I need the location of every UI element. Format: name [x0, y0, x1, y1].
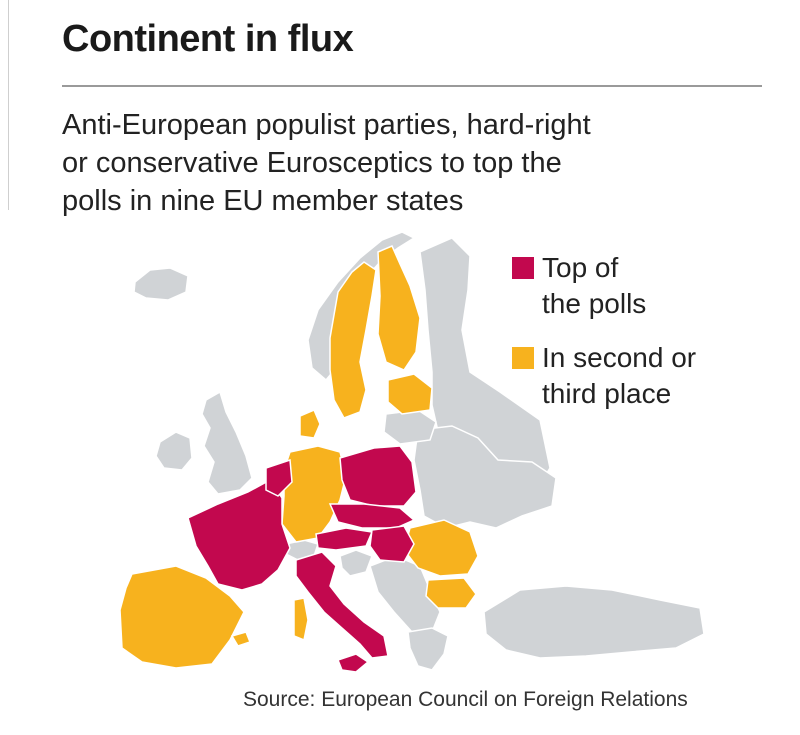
- subtitle-line: or conservative Eurosceptics to top the: [62, 147, 562, 179]
- legend-label-line: the polls: [542, 288, 647, 319]
- country-uk: [201, 390, 253, 495]
- legend-swatch-second: [512, 347, 534, 369]
- country-benelux: [265, 458, 293, 497]
- country-sicily: [337, 653, 370, 673]
- country-greece: [407, 627, 449, 671]
- subtitle: Anti-European populist parties, hard-rig…: [62, 106, 782, 220]
- legend-label-line: Top of: [542, 252, 619, 283]
- subtitle-line: polls in nine EU member states: [62, 185, 464, 217]
- country-finland: [377, 245, 421, 371]
- country-turkey: [483, 585, 705, 659]
- country-czechia-slovakia: [328, 503, 416, 529]
- country-france: [187, 479, 291, 591]
- country-ireland: [155, 431, 193, 471]
- country-croatia: [339, 549, 373, 577]
- country-estonia-latvia: [387, 373, 433, 415]
- legend-label-line: third place: [542, 378, 672, 409]
- country-hungary: [369, 525, 415, 563]
- legend-item-second: In second or third place: [512, 340, 696, 412]
- country-iceland: [133, 267, 189, 301]
- country-balkans: [369, 555, 441, 633]
- country-sweden: [329, 261, 377, 419]
- country-italy: [295, 551, 389, 659]
- country-bulgaria: [425, 577, 477, 609]
- title-divider: [62, 85, 762, 87]
- country-austria: [315, 527, 374, 551]
- source-note: Source: European Council on Foreign Rela…: [243, 688, 688, 711]
- screenshot-edge-line: [8, 0, 9, 210]
- country-germany: [281, 445, 347, 543]
- subtitle-line: Anti-European populist parties, hard-rig…: [62, 109, 591, 141]
- country-poland: [339, 445, 417, 507]
- legend-label-line: In second or: [542, 342, 697, 373]
- page-title: Continent in flux: [62, 18, 354, 60]
- country-sardinia: [293, 597, 309, 642]
- country-spain-portugal: [119, 565, 245, 669]
- country-belarus-ukraine: [413, 425, 557, 529]
- legend-swatch-top: [512, 257, 534, 279]
- legend-item-top: Top of the polls: [512, 250, 646, 322]
- country-romania: [403, 519, 479, 577]
- country-baltic-south: [383, 409, 437, 445]
- country-balearics: [230, 631, 251, 647]
- country-denmark: [299, 409, 321, 439]
